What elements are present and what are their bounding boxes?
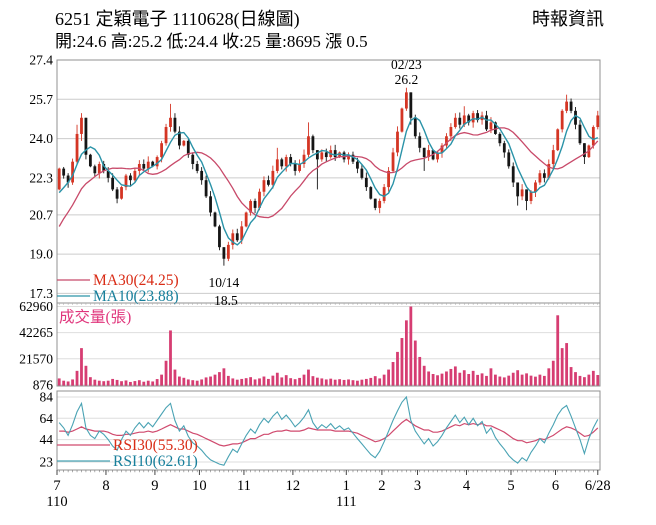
panel-borders xyxy=(56,59,601,471)
rsi-axis-label: 23 xyxy=(40,455,54,470)
rsi-legend: RSI30(55.30)RSI10(62.61) xyxy=(57,437,198,470)
volume-axis-label: 62960 xyxy=(19,299,53,314)
month-label: 6 xyxy=(552,478,559,494)
rsi30-legend-label: RSI30(55.30) xyxy=(113,437,198,454)
price-axis-label: 17.3 xyxy=(29,286,53,301)
month-label: 7 xyxy=(53,478,60,494)
price-axis: 27.4 25.7 24.0 22.3 20.7 19.0 17.3 xyxy=(29,53,53,301)
year-label: 111 xyxy=(336,494,357,510)
month-label: 6/28 xyxy=(585,478,611,494)
month-label: 11 xyxy=(237,478,251,494)
year-label: 110 xyxy=(46,494,67,510)
rsi10-legend-label: RSI10(62.61) xyxy=(113,453,198,470)
month-label: 5 xyxy=(507,478,514,494)
gridlines xyxy=(57,59,600,463)
volume-bars xyxy=(57,306,600,386)
data-source-label: 時報資訊 xyxy=(532,9,604,29)
month-label: 12 xyxy=(286,478,301,494)
month-label: 9 xyxy=(151,478,158,494)
ohlc-quote-line: 開:24.6 高:25.2 低:24.4 收:25 量:8695 漲 0.5 xyxy=(55,32,368,51)
ma30-legend-label: MA30(24.25) xyxy=(93,272,179,289)
price-axis-label: 25.7 xyxy=(29,92,53,107)
ma10-legend-label: MA10(23.88) xyxy=(93,288,179,305)
month-label: 8 xyxy=(102,478,109,494)
low-annotation: 10/14 18.5 xyxy=(209,275,240,308)
month-label: 1 xyxy=(343,478,350,494)
month-label: 4 xyxy=(463,478,471,494)
rsi10-line xyxy=(58,395,599,466)
ma-legend: MA30(24.25)MA10(23.88) xyxy=(57,272,179,305)
low-date-label: 10/14 xyxy=(209,275,240,290)
price-axis-label: 19.0 xyxy=(29,247,53,262)
rsi-axis: 84 64 44 23 xyxy=(40,390,54,470)
ma30-line xyxy=(58,127,599,227)
rsi30-line xyxy=(59,418,599,447)
page-title: 6251 定穎電子 1110628(日線圖) xyxy=(55,9,300,29)
volume-axis: 62960 42265 21570 876 xyxy=(19,299,53,392)
price-axis-label: 27.4 xyxy=(29,53,53,68)
month-label: 10 xyxy=(192,478,207,494)
low-price-label: 18.5 xyxy=(214,293,238,308)
rsi-axis-label: 44 xyxy=(40,432,54,447)
price-axis-label: 20.7 xyxy=(29,207,53,222)
price-axis-label: 22.3 xyxy=(29,170,53,185)
volume-axis-label: 42265 xyxy=(19,325,53,340)
rsi-axis-label: 64 xyxy=(40,411,54,426)
peak-date-label: 02/23 xyxy=(391,57,422,72)
peak-price-label: 26.2 xyxy=(395,72,419,87)
price-axis-label: 24.0 xyxy=(29,131,53,146)
month-label: 3 xyxy=(414,478,421,494)
rsi-axis-label: 84 xyxy=(40,390,54,405)
volume-axis-label: 21570 xyxy=(19,351,53,366)
ma10-line xyxy=(58,114,599,246)
volume-axis-label: 876 xyxy=(33,377,54,392)
volume-panel-label: 成交量(張) xyxy=(59,308,131,326)
month-label: 2 xyxy=(378,478,385,494)
